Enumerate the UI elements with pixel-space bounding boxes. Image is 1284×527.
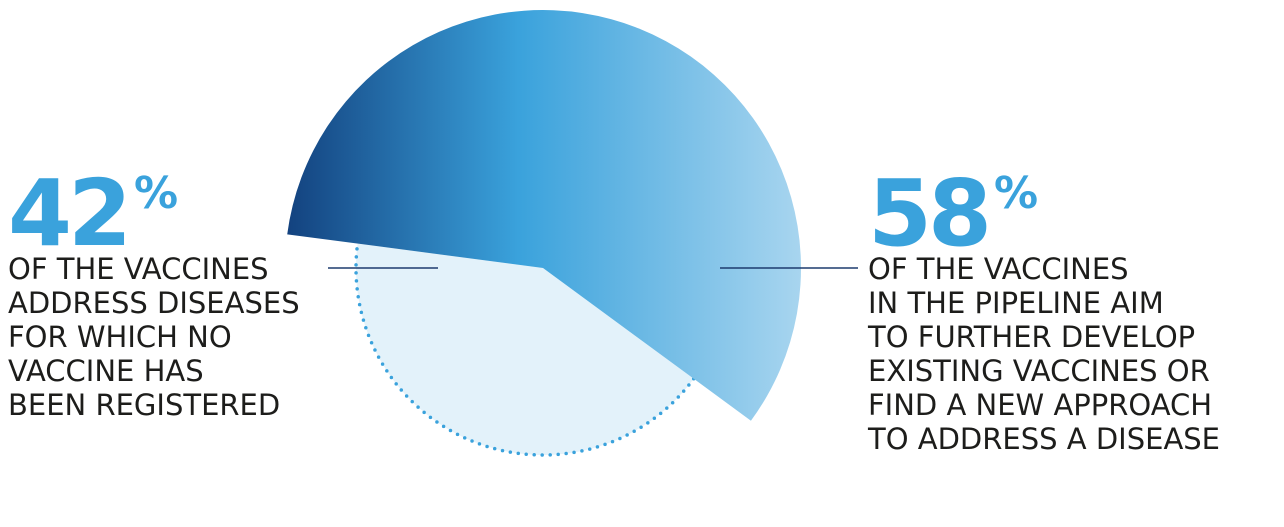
description-line: FIND A NEW APPROACH	[868, 388, 1213, 422]
left-stat-description: OF THE VACCINES ADDRESS DISEASES FOR WHICH…	[8, 252, 300, 422]
pie-slice-42	[356, 243, 694, 456]
right-stat-unit: %	[994, 168, 1039, 219]
description-line: TO FURTHER DEVELOP	[868, 320, 1196, 354]
description-line: EXISTING VACCINES OR	[868, 354, 1210, 388]
left-stat: 42% OF THE VACCINES ADDRESS DISEASES FOR W…	[8, 160, 300, 423]
description-line: OF THE VACCINES	[868, 252, 1129, 286]
description-line: VACCINE HAS	[8, 354, 204, 388]
right-stat: 58% OF THE VACCINES IN THE PIPELINE AIM TO…	[868, 160, 1220, 457]
pie-slice-58	[287, 10, 801, 421]
right-stat-description: OF THE VACCINES IN THE PIPELINE AIM TO FUR…	[868, 252, 1220, 456]
left-stat-unit: %	[134, 168, 179, 219]
pie-slice-42-dotted-border	[354, 241, 696, 457]
description-line: IN THE PIPELINE AIM	[868, 286, 1164, 320]
description-line: TO ADDRESS A DISEASE	[868, 422, 1221, 456]
description-line: OF THE VACCINES	[8, 252, 269, 286]
right-stat-value: 58%	[868, 160, 1039, 267]
description-line: FOR WHICH NO	[8, 320, 232, 354]
description-line: BEEN REGISTERED	[8, 388, 281, 422]
description-line: ADDRESS DISEASES	[8, 286, 300, 320]
left-stat-value: 42%	[8, 160, 179, 267]
